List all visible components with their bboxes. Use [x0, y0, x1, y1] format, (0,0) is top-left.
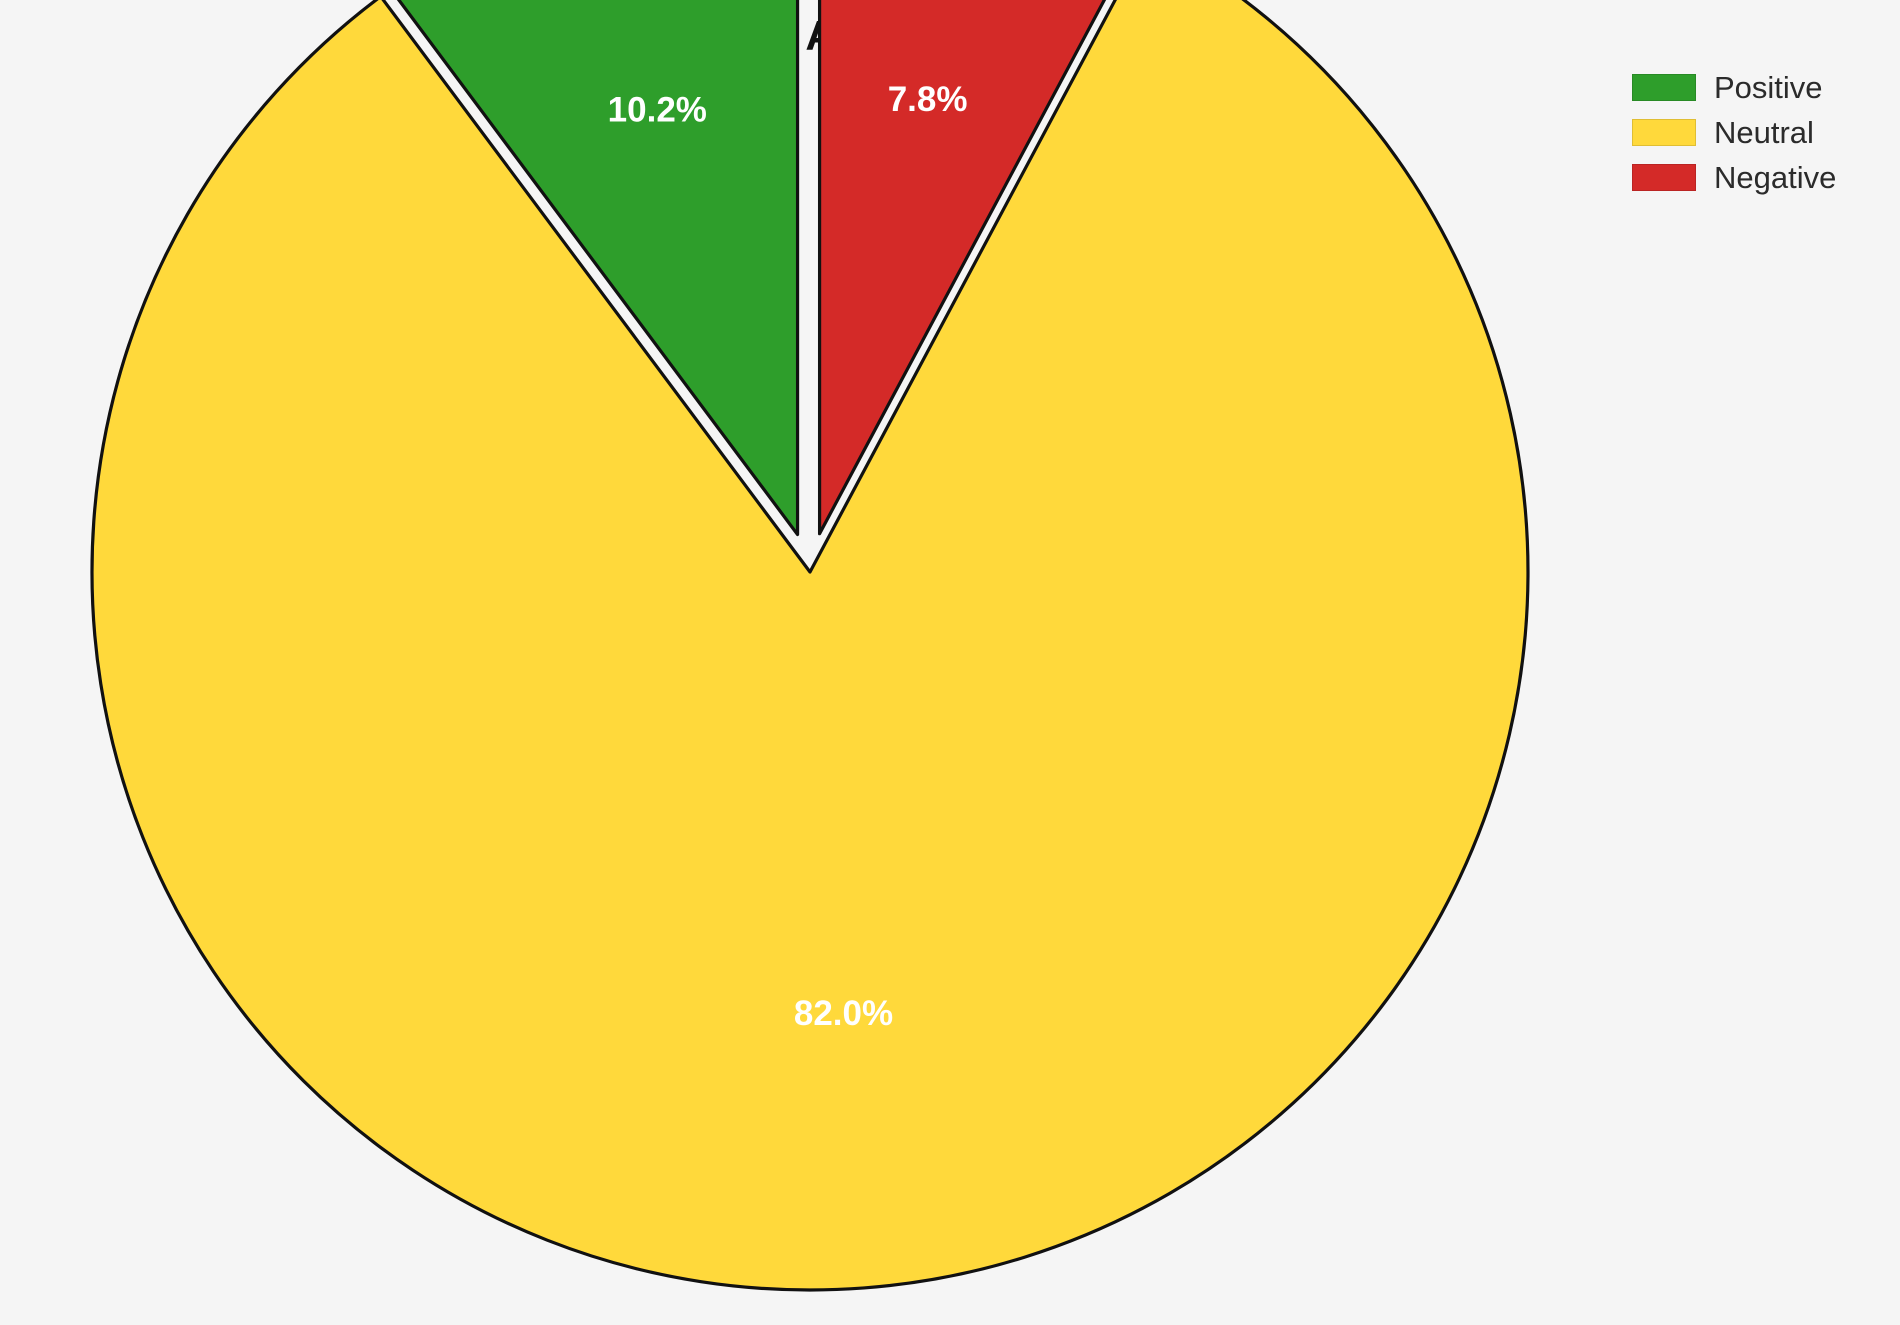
legend-item-positive[interactable]: Positive — [1632, 69, 1836, 105]
pie-slice-positive[interactable] — [368, 0, 800, 537]
pie-label-positive: 10.2% — [608, 90, 707, 129]
legend-label-negative: Negative — [1714, 159, 1837, 195]
legend-swatch-positive-icon — [1632, 73, 1696, 101]
pie-slices — [90, 0, 1530, 1292]
legend-label-positive: Positive — [1714, 69, 1823, 105]
pie-slice-labels: 82.0% 10.2% 7.8% — [608, 80, 968, 1033]
legend-swatch-negative-icon — [1632, 163, 1696, 191]
pie-label-neutral: 82.0% — [794, 994, 893, 1033]
chart-legend: Positive Neutral Negative — [1632, 69, 1837, 195]
pie-label-negative: 7.8% — [888, 80, 968, 119]
pie-slice-neutral[interactable] — [90, 0, 1530, 1292]
legend-label-neutral: Neutral — [1714, 114, 1814, 150]
legend-item-neutral[interactable]: Neutral — [1632, 114, 1836, 150]
pie-slice-negative[interactable] — [817, 0, 1158, 536]
legend-swatch-neutral-icon — [1632, 118, 1696, 146]
legend-item-negative[interactable]: Negative — [1632, 159, 1837, 195]
